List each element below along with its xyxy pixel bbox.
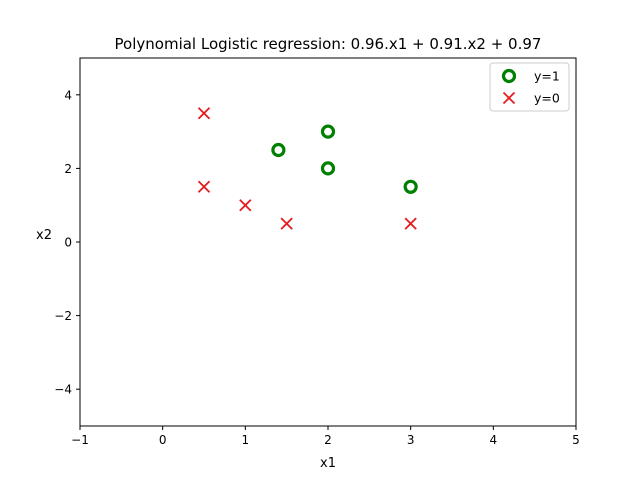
y-tick-label: −4	[54, 383, 72, 397]
data-point	[197, 180, 211, 193]
data-point	[239, 199, 252, 212]
x-tick-label: −1	[71, 433, 89, 447]
data-point-stroke-b	[280, 217, 293, 230]
y-tick-label: 0	[64, 236, 72, 250]
y-tick-label: −2	[54, 309, 72, 323]
y-tick-label: 4	[64, 88, 72, 102]
x-tick-label: 3	[407, 433, 415, 447]
data-point-stroke-b	[197, 107, 211, 120]
x-tick-label: 4	[490, 433, 498, 447]
x-axis-label: x1	[320, 456, 336, 471]
x-tick-label: 5	[572, 433, 580, 447]
data-point	[320, 161, 336, 176]
legend-marker	[502, 91, 516, 105]
x-tick-label: 2	[324, 433, 332, 447]
plot-frame	[79, 57, 577, 427]
legend-marker-stroke-b	[502, 91, 516, 105]
data-point-stroke-b	[197, 180, 211, 193]
series-y=0	[197, 107, 417, 230]
series-y=1	[271, 124, 418, 194]
x-tick-label: 1	[242, 433, 250, 447]
data-point-stroke-b	[239, 199, 252, 212]
y-tick-label: 2	[64, 162, 72, 176]
data-point	[404, 217, 417, 230]
legend-label: y=1	[534, 69, 560, 84]
x-tick-label: 0	[159, 433, 167, 447]
data-point	[320, 124, 336, 139]
legend-label: y=0	[534, 91, 560, 106]
legend: y=1y=0	[489, 62, 570, 112]
data-point	[403, 179, 418, 194]
data-point-stroke-b	[404, 217, 417, 230]
y-axis-label: x2	[36, 228, 52, 243]
data-point	[271, 142, 286, 158]
legend-marker	[501, 68, 517, 84]
data-point	[197, 107, 211, 120]
data-point	[280, 217, 293, 230]
plot-area: −1 0 1 2 3 4 5 −4 −2 0 2 4	[54, 57, 580, 447]
chart-title: Polynomial Logistic regression: 0.96.x1 …	[115, 35, 542, 53]
